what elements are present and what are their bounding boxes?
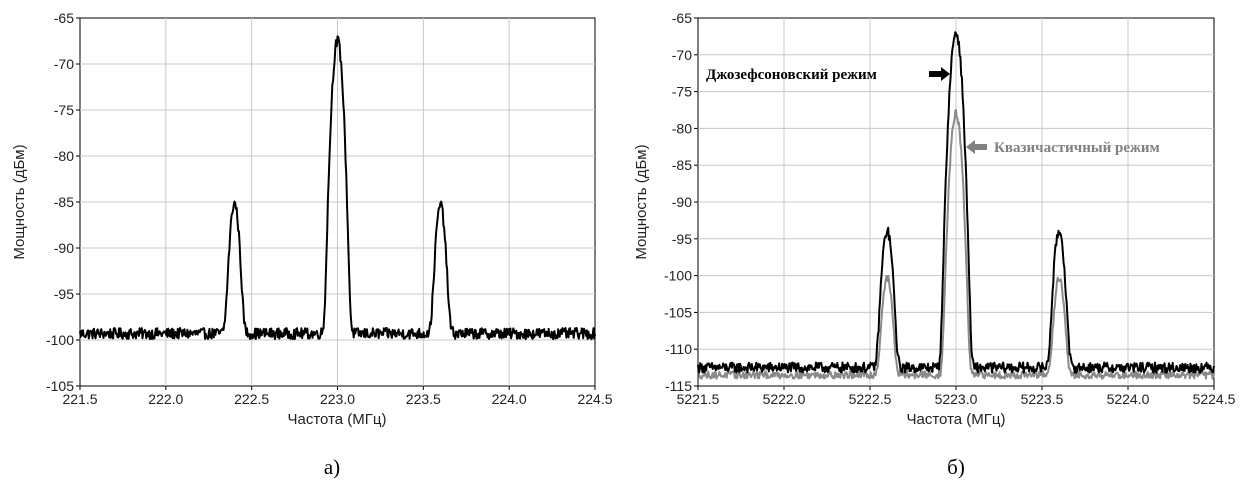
x-tick-label: 223.5 xyxy=(406,391,441,407)
annotation-quasiparticle: Квазичастичный режим xyxy=(994,140,1160,156)
series-line xyxy=(697,109,1215,380)
y-tick-label: -105 xyxy=(664,304,692,320)
series-group-a xyxy=(79,35,596,341)
y-tick-label: -95 xyxy=(54,286,74,302)
y-axis-label-a: Мощность (дБм) xyxy=(11,144,28,259)
y-tick-label: -105 xyxy=(46,378,74,394)
grid-b xyxy=(698,18,1214,386)
y-tick-label: -85 xyxy=(54,194,74,210)
annotation-josephson: Джозефсоновский режим xyxy=(706,67,877,83)
x-tick-label: 224.5 xyxy=(577,391,612,407)
arrow-right-icon xyxy=(929,67,950,81)
x-tick-label: 5223.0 xyxy=(935,391,978,407)
y-tick-label: -80 xyxy=(672,120,692,136)
y-tick-label: -100 xyxy=(664,268,692,284)
x-tick-label: 222.5 xyxy=(234,391,269,407)
x-tick-label: 223.0 xyxy=(320,391,355,407)
x-tick-label: 222.0 xyxy=(148,391,183,407)
y-axis-label-b: Мощность (дБм) xyxy=(633,144,650,259)
x-tick-label: 5222.0 xyxy=(763,391,806,407)
x-tick-label: 221.5 xyxy=(62,391,97,407)
series-line xyxy=(79,35,596,341)
x-ticks-a: 221.5 222.0 222.5 223.0 223.5 224.0 224.5 xyxy=(62,386,613,407)
caption-a: а) xyxy=(324,455,340,479)
series-line xyxy=(697,31,1215,374)
x-ticks-b: 5221.5 5222.0 5222.5 5223.0 5223.5 5224.0 5224… xyxy=(677,386,1236,407)
y-tick-label: -90 xyxy=(54,240,74,256)
x-tick-label: 5222.5 xyxy=(849,391,892,407)
y-tick-label: -65 xyxy=(54,10,74,26)
y-ticks-a: -65 -70 -75 -80 -85 -90 -95 -100 -105 xyxy=(46,10,80,394)
y-tick-label: -90 xyxy=(672,194,692,210)
y-tick-label: -70 xyxy=(672,47,692,63)
grid-a xyxy=(80,18,595,386)
chart-panel-b: -65 -70 -75 -80 -85 -90 -95 -100 -105 -110 -115 52… xyxy=(633,10,1236,479)
y-ticks-b: -65 -70 -75 -80 -85 -90 -95 -100 -105 -110 -115 xyxy=(664,10,698,394)
y-tick-label: -85 xyxy=(672,157,692,173)
x-tick-label: 224.0 xyxy=(492,391,527,407)
chart-panel-a: -65 -70 -75 -80 -85 -90 -95 -100 -105 221.5 222.0… xyxy=(11,10,613,479)
x-tick-label: 5221.5 xyxy=(677,391,720,407)
y-tick-label: -115 xyxy=(665,378,692,394)
y-tick-label: -95 xyxy=(672,231,692,247)
arrow-left-icon xyxy=(966,140,987,154)
y-tick-label: -75 xyxy=(54,102,74,118)
x-tick-label: 5223.5 xyxy=(1021,391,1064,407)
y-tick-label: -70 xyxy=(54,56,74,72)
x-tick-label: 5224.5 xyxy=(1193,391,1236,407)
y-tick-label: -75 xyxy=(672,84,692,100)
y-tick-label: -100 xyxy=(46,332,74,348)
x-axis-label-b: Частота (МГц) xyxy=(907,411,1006,428)
y-tick-label: -110 xyxy=(665,341,692,357)
x-tick-label: 5224.0 xyxy=(1107,391,1150,407)
y-tick-label: -65 xyxy=(672,10,692,26)
x-axis-label-a: Частота (МГц) xyxy=(288,411,387,428)
series-group-b xyxy=(697,31,1215,380)
y-tick-label: -80 xyxy=(54,148,74,164)
caption-b: б) xyxy=(947,455,965,479)
